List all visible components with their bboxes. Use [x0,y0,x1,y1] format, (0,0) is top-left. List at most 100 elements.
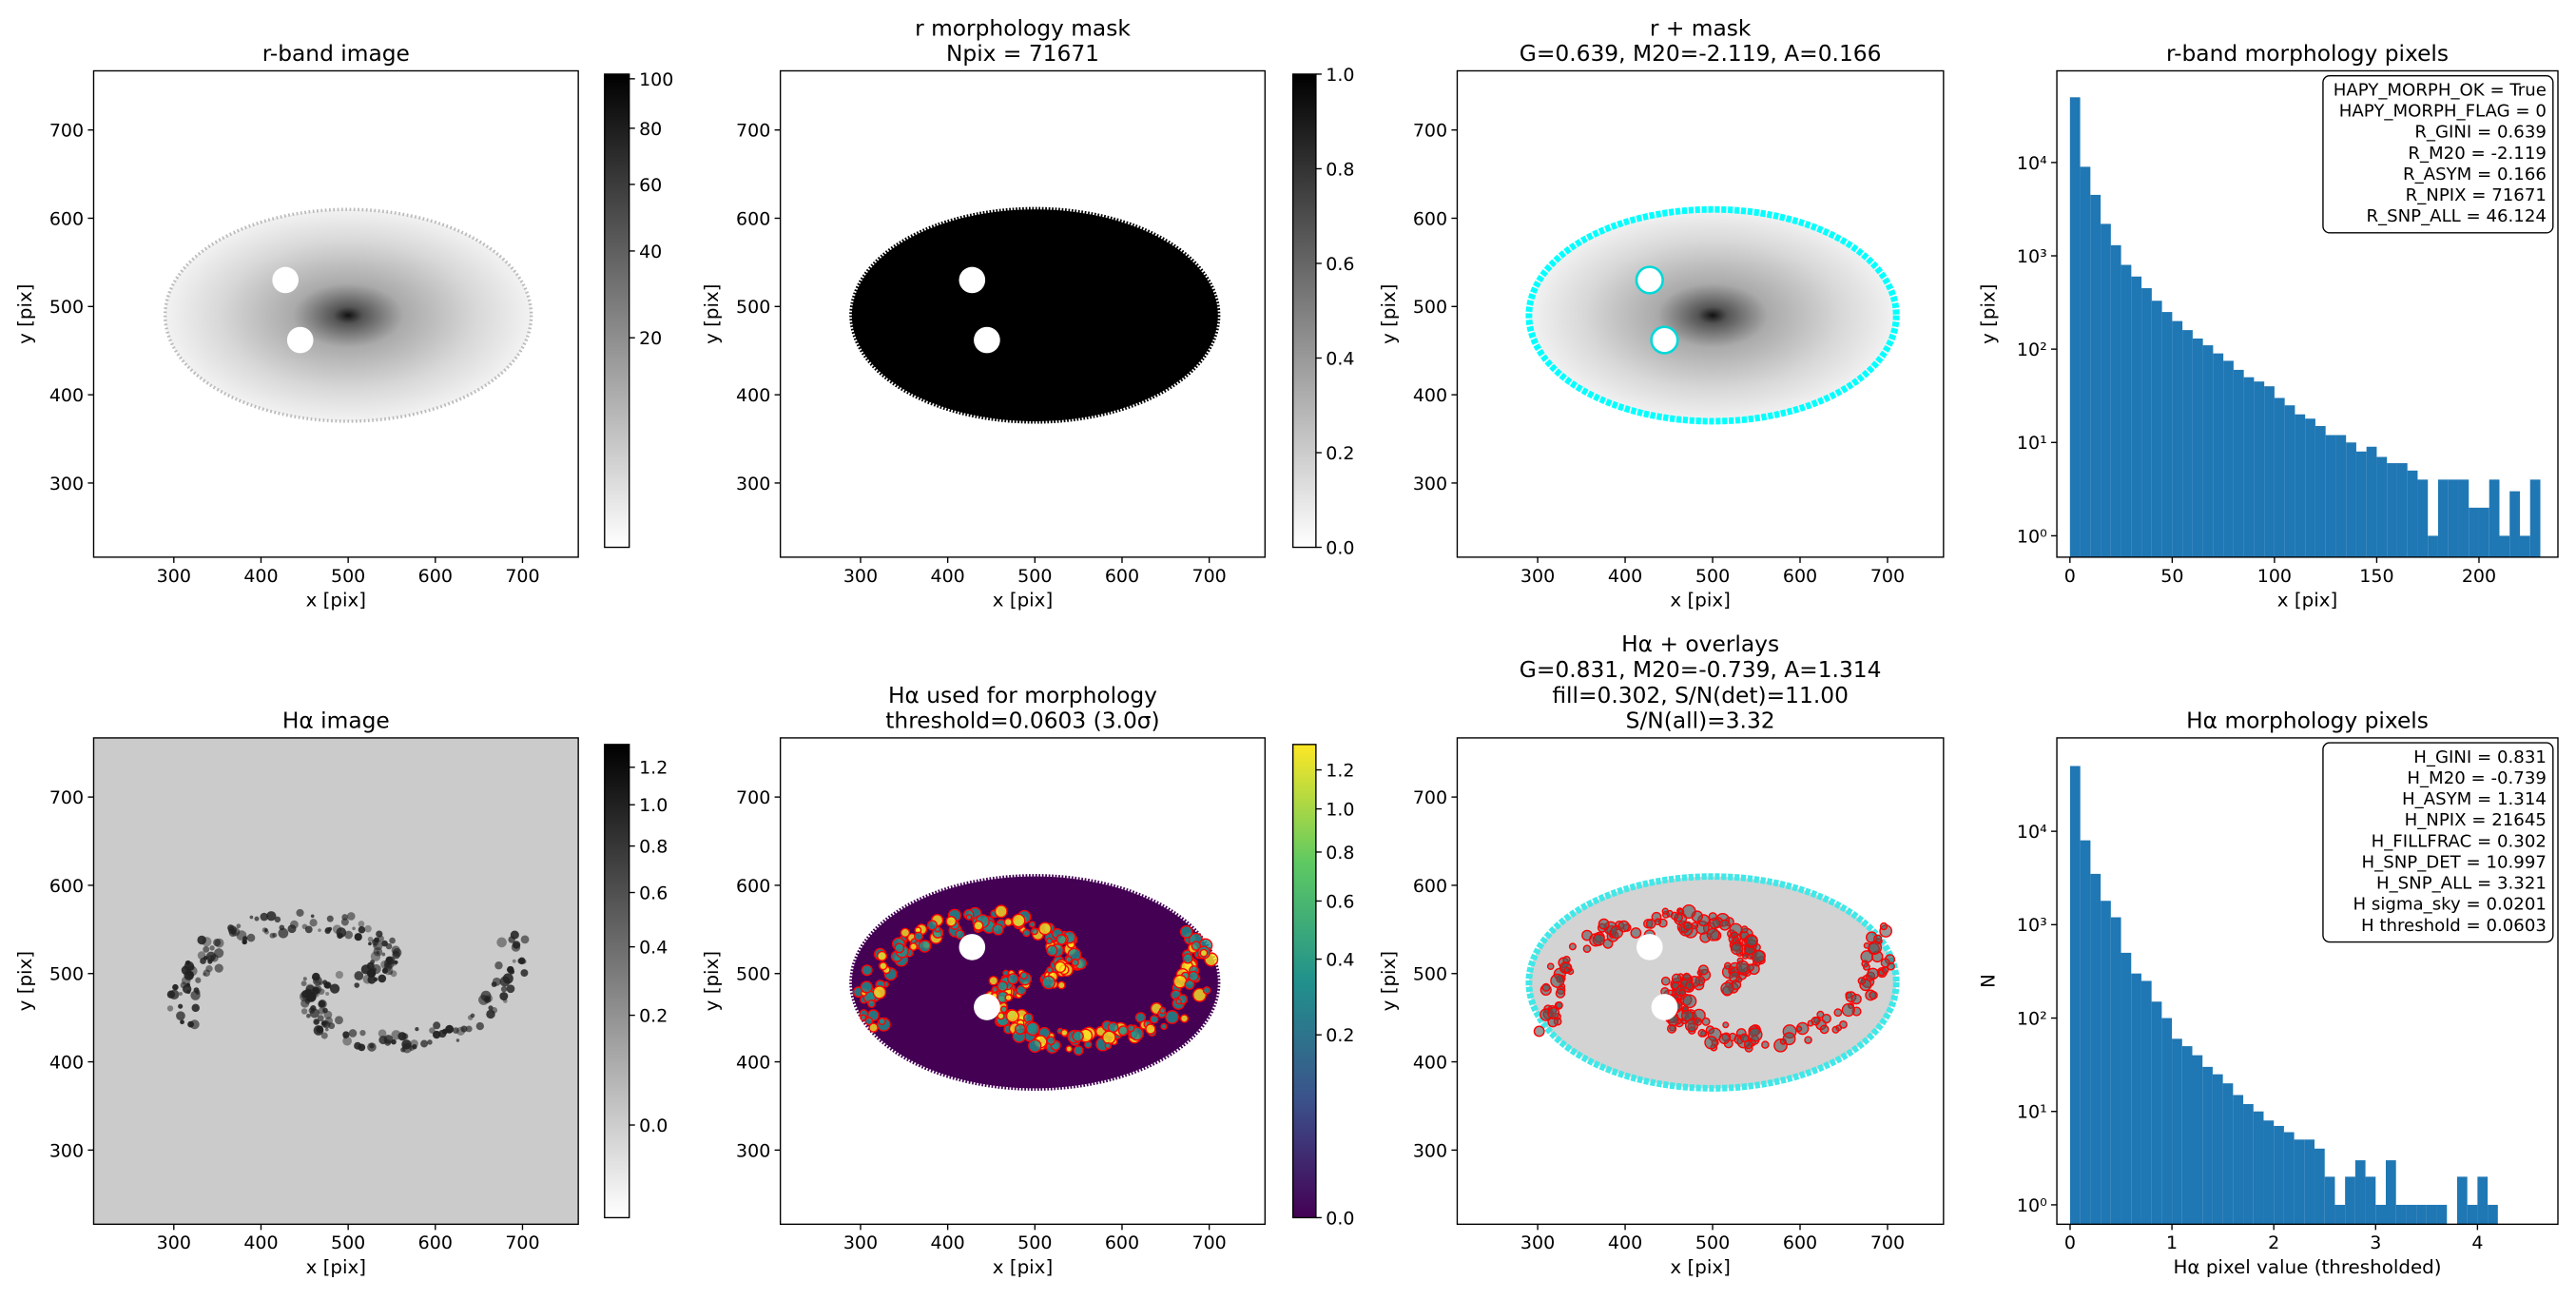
annotation-box [2322,74,2554,234]
contour [1811,1016,1821,1026]
x-tick-label: 50 [2160,566,2183,587]
contour [1850,994,1862,1005]
emission-knot [521,959,527,964]
emission-knot [209,945,215,951]
emission-knot [329,983,340,994]
contour [1046,966,1054,974]
contour [1541,982,1551,992]
x-tick-label: 500 [1695,1232,1730,1253]
colorbar-tick-label: 100 [639,69,673,90]
masked-star [1636,934,1663,960]
x-tick-label: 400 [931,566,965,587]
x-tick-label: 600 [418,566,453,587]
chart-title: G=0.831, M20=-0.739, A=1.314 [1520,657,1882,683]
emission-knot [364,924,372,933]
x-tick-label: 200 [2462,566,2496,587]
colorbar-tick-label: 60 [639,175,662,196]
emission-knot [274,916,281,923]
emission-knot [373,940,383,951]
masked-star [286,326,314,354]
emission-knot [320,1032,328,1039]
histogram-bar [2101,223,2111,557]
emission-knot [190,990,201,1000]
y-tick-label: 10⁴ [2017,153,2047,174]
contour [1718,919,1731,931]
colorbar-tick-label: 0.0 [1326,1208,1354,1229]
contour [1816,1010,1825,1019]
x-tick-label: 700 [505,1232,539,1253]
contour [945,915,958,927]
plot-area [849,206,1221,424]
histogram-bar [2426,1204,2437,1225]
emission-knot [318,988,325,996]
emission-knot [166,1005,174,1012]
colorbar-tick-label: 80 [639,119,662,140]
emission-knot [387,969,394,976]
contour [1150,1015,1159,1024]
emission-knot [369,1043,375,1049]
annotation-line: H threshold = 0.0603 [2361,916,2547,936]
colorbar-tick-label: 0.8 [639,837,668,858]
y-tick-label: 500 [1413,964,1447,985]
histogram-bar [2151,301,2162,557]
emission-knot [494,961,503,970]
emission-knot [496,937,507,948]
histogram-bar [2222,1083,2234,1225]
x-tick-label: 0 [2064,566,2076,587]
contour [1065,956,1073,963]
contour [1011,913,1026,928]
emission-knot [506,984,515,994]
emission-knot [325,1027,329,1032]
emission-knot [383,1035,394,1044]
contour [1592,933,1605,946]
emission-knot [176,1011,185,1021]
contour [1045,937,1054,945]
contour [1670,911,1679,921]
emission-knot [313,1025,324,1036]
contour [894,942,905,954]
masked-star [1635,265,1664,295]
emission-knot [203,972,207,977]
plot-area [2069,766,2498,1225]
x-axis-label: x [pix] [1670,590,1730,611]
y-tick-label: 10⁰ [2017,1195,2047,1216]
emission-knot [335,970,344,980]
x-tick-label: 400 [1608,1232,1642,1253]
y-axis-label: y [pix] [1378,951,1400,1011]
x-tick-label: 600 [1783,566,1817,587]
emission-knot [486,1009,495,1019]
contour [1056,934,1067,945]
emission-knot [460,1025,468,1033]
emission-knot [187,965,198,977]
emission-knot [372,967,377,972]
histogram-bar [2121,952,2132,1225]
emission-knot [319,981,323,986]
emission-knot [367,936,374,942]
contour [994,904,1008,919]
y-tick-label: 400 [736,385,770,406]
histogram-bar [2428,535,2438,557]
emission-knot [186,989,191,995]
contour [1867,967,1879,980]
histogram-bar [2202,345,2214,557]
emission-knot [312,987,317,992]
histogram-bar [2253,1111,2264,1225]
emission-knot [393,961,397,966]
histogram-bar [2121,264,2132,557]
contour [1127,1024,1135,1033]
y-tick-label: 600 [1413,876,1447,897]
emission-knot [206,955,215,963]
contour [860,1014,867,1021]
histogram-bar [2141,288,2152,557]
contour [1054,960,1067,974]
histogram-bar [2294,1139,2305,1225]
emission-knot [214,963,223,973]
emission-knot [453,1027,459,1035]
emission-knot [203,945,210,953]
x-tick-label: 300 [843,1232,878,1253]
masked-star [959,266,986,294]
contour [1179,1014,1190,1023]
contour [1071,959,1079,967]
histogram-bar [2090,194,2101,557]
